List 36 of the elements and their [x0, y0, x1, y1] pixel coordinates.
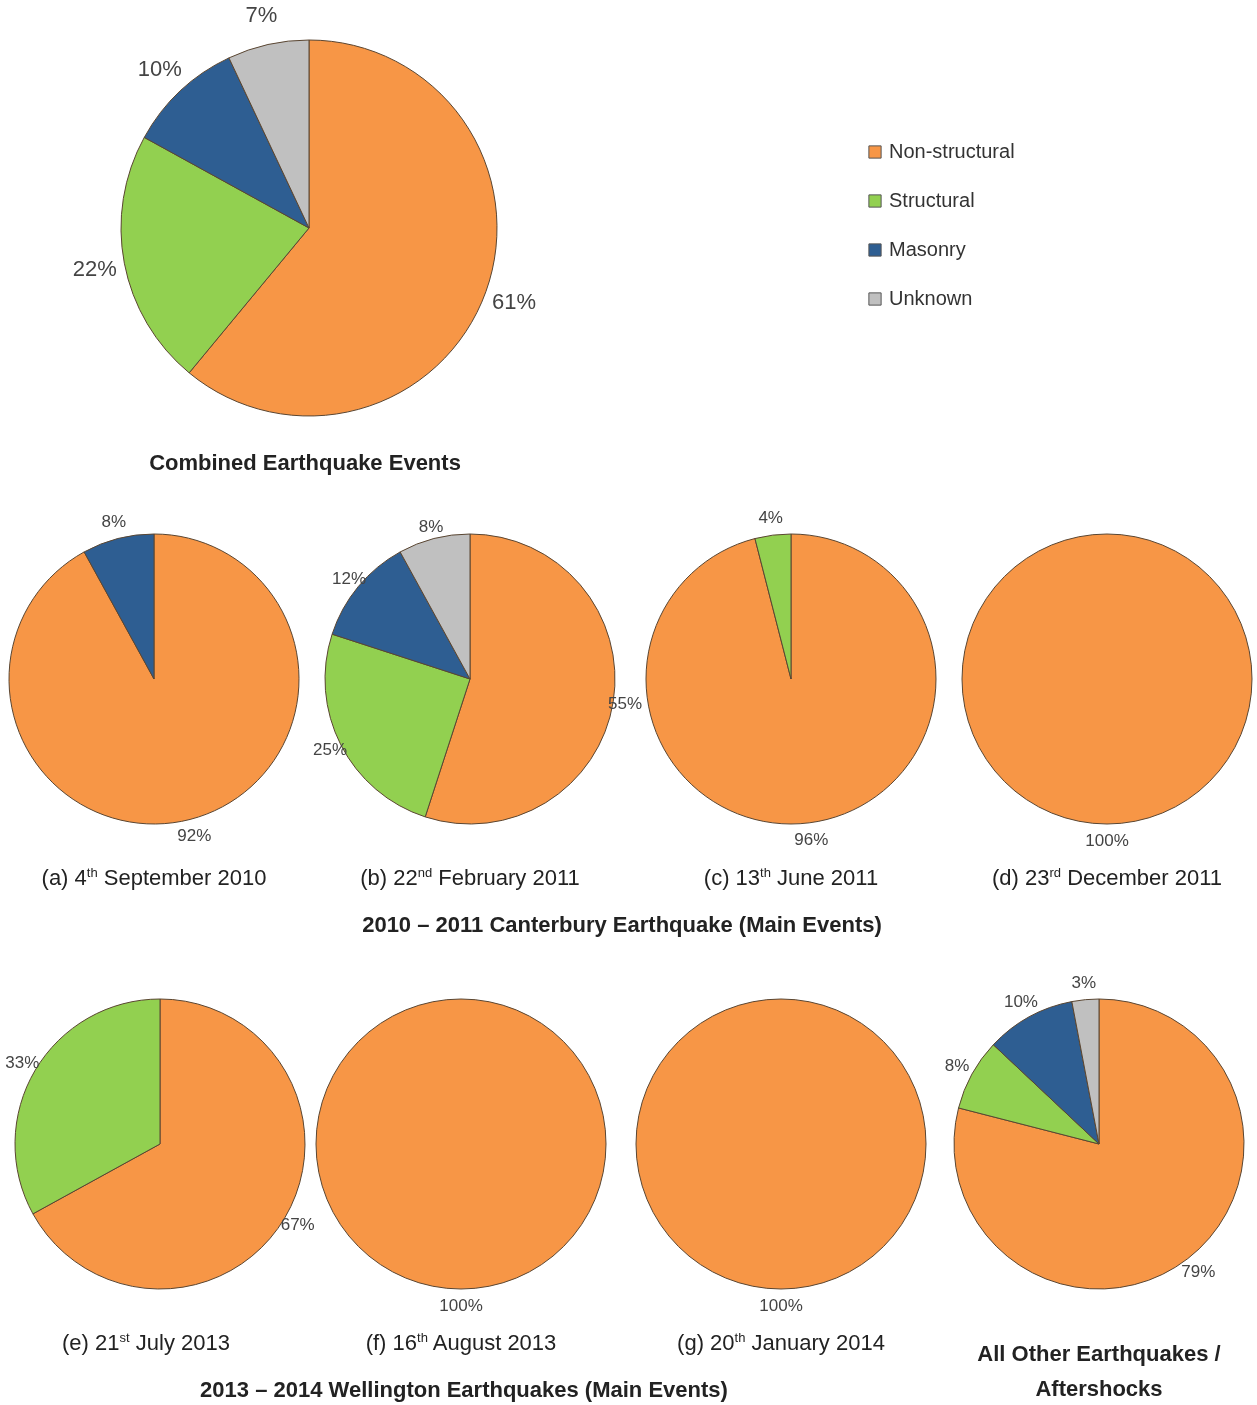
data-label: 7% [245, 2, 278, 28]
pie-slice [8, 533, 300, 825]
data-label: 100% [759, 1296, 803, 1315]
text: (d) 23$^{rd}$ December 2011 [990, 864, 1224, 893]
data-label: 12% [332, 568, 367, 588]
text: (e) 21$^{st}$ July 2013 [61, 1329, 231, 1358]
text: Combined Earthquake Events [148, 449, 462, 477]
data-label: 10% [1003, 992, 1038, 1012]
legend-label: Non-structural [889, 140, 1015, 162]
data-label: 96% [794, 829, 829, 849]
text: 2013 – 2014 Wellington Earthquakes (Main Events) [199, 1376, 729, 1404]
data-label: 4% [758, 508, 783, 528]
data-label: 22% [72, 255, 117, 281]
data-label: 3% [1071, 972, 1097, 992]
legend-label: Structural [889, 189, 975, 211]
data-label: 8% [944, 1055, 970, 1075]
text: (c) 13$^{th}$ June 2011 [702, 864, 880, 893]
data-label: 61% [492, 288, 537, 314]
data-label: 67% [280, 1215, 315, 1235]
pie-slice [645, 533, 937, 825]
text: All Other Earthquakes / Aftershocks [976, 1340, 1222, 1403]
data-label: 100% [1085, 831, 1129, 850]
data-label: 100% [439, 1296, 483, 1315]
data-label: 10% [137, 56, 182, 82]
legend-label: Masonry [889, 238, 966, 260]
text: (g) 20$^{th}$ January 2014 [676, 1329, 886, 1358]
text: (b) 22$^{nd}$ February 2011 [359, 864, 581, 893]
data-label: 33% [5, 1052, 40, 1072]
data-label: 79% [1181, 1262, 1216, 1282]
data-label: 8% [418, 516, 444, 536]
data-label: 8% [101, 512, 126, 532]
text: 2010 – 2011 Canterbury Earthquake (Main Events) [361, 911, 883, 939]
legend-label: Unknown [889, 287, 973, 309]
text: (f) 16$^{th}$ August 2013 [364, 1329, 558, 1358]
data-label: 92% [177, 825, 212, 845]
text: (a) 4$^{th}$ September 2010 [40, 864, 268, 893]
